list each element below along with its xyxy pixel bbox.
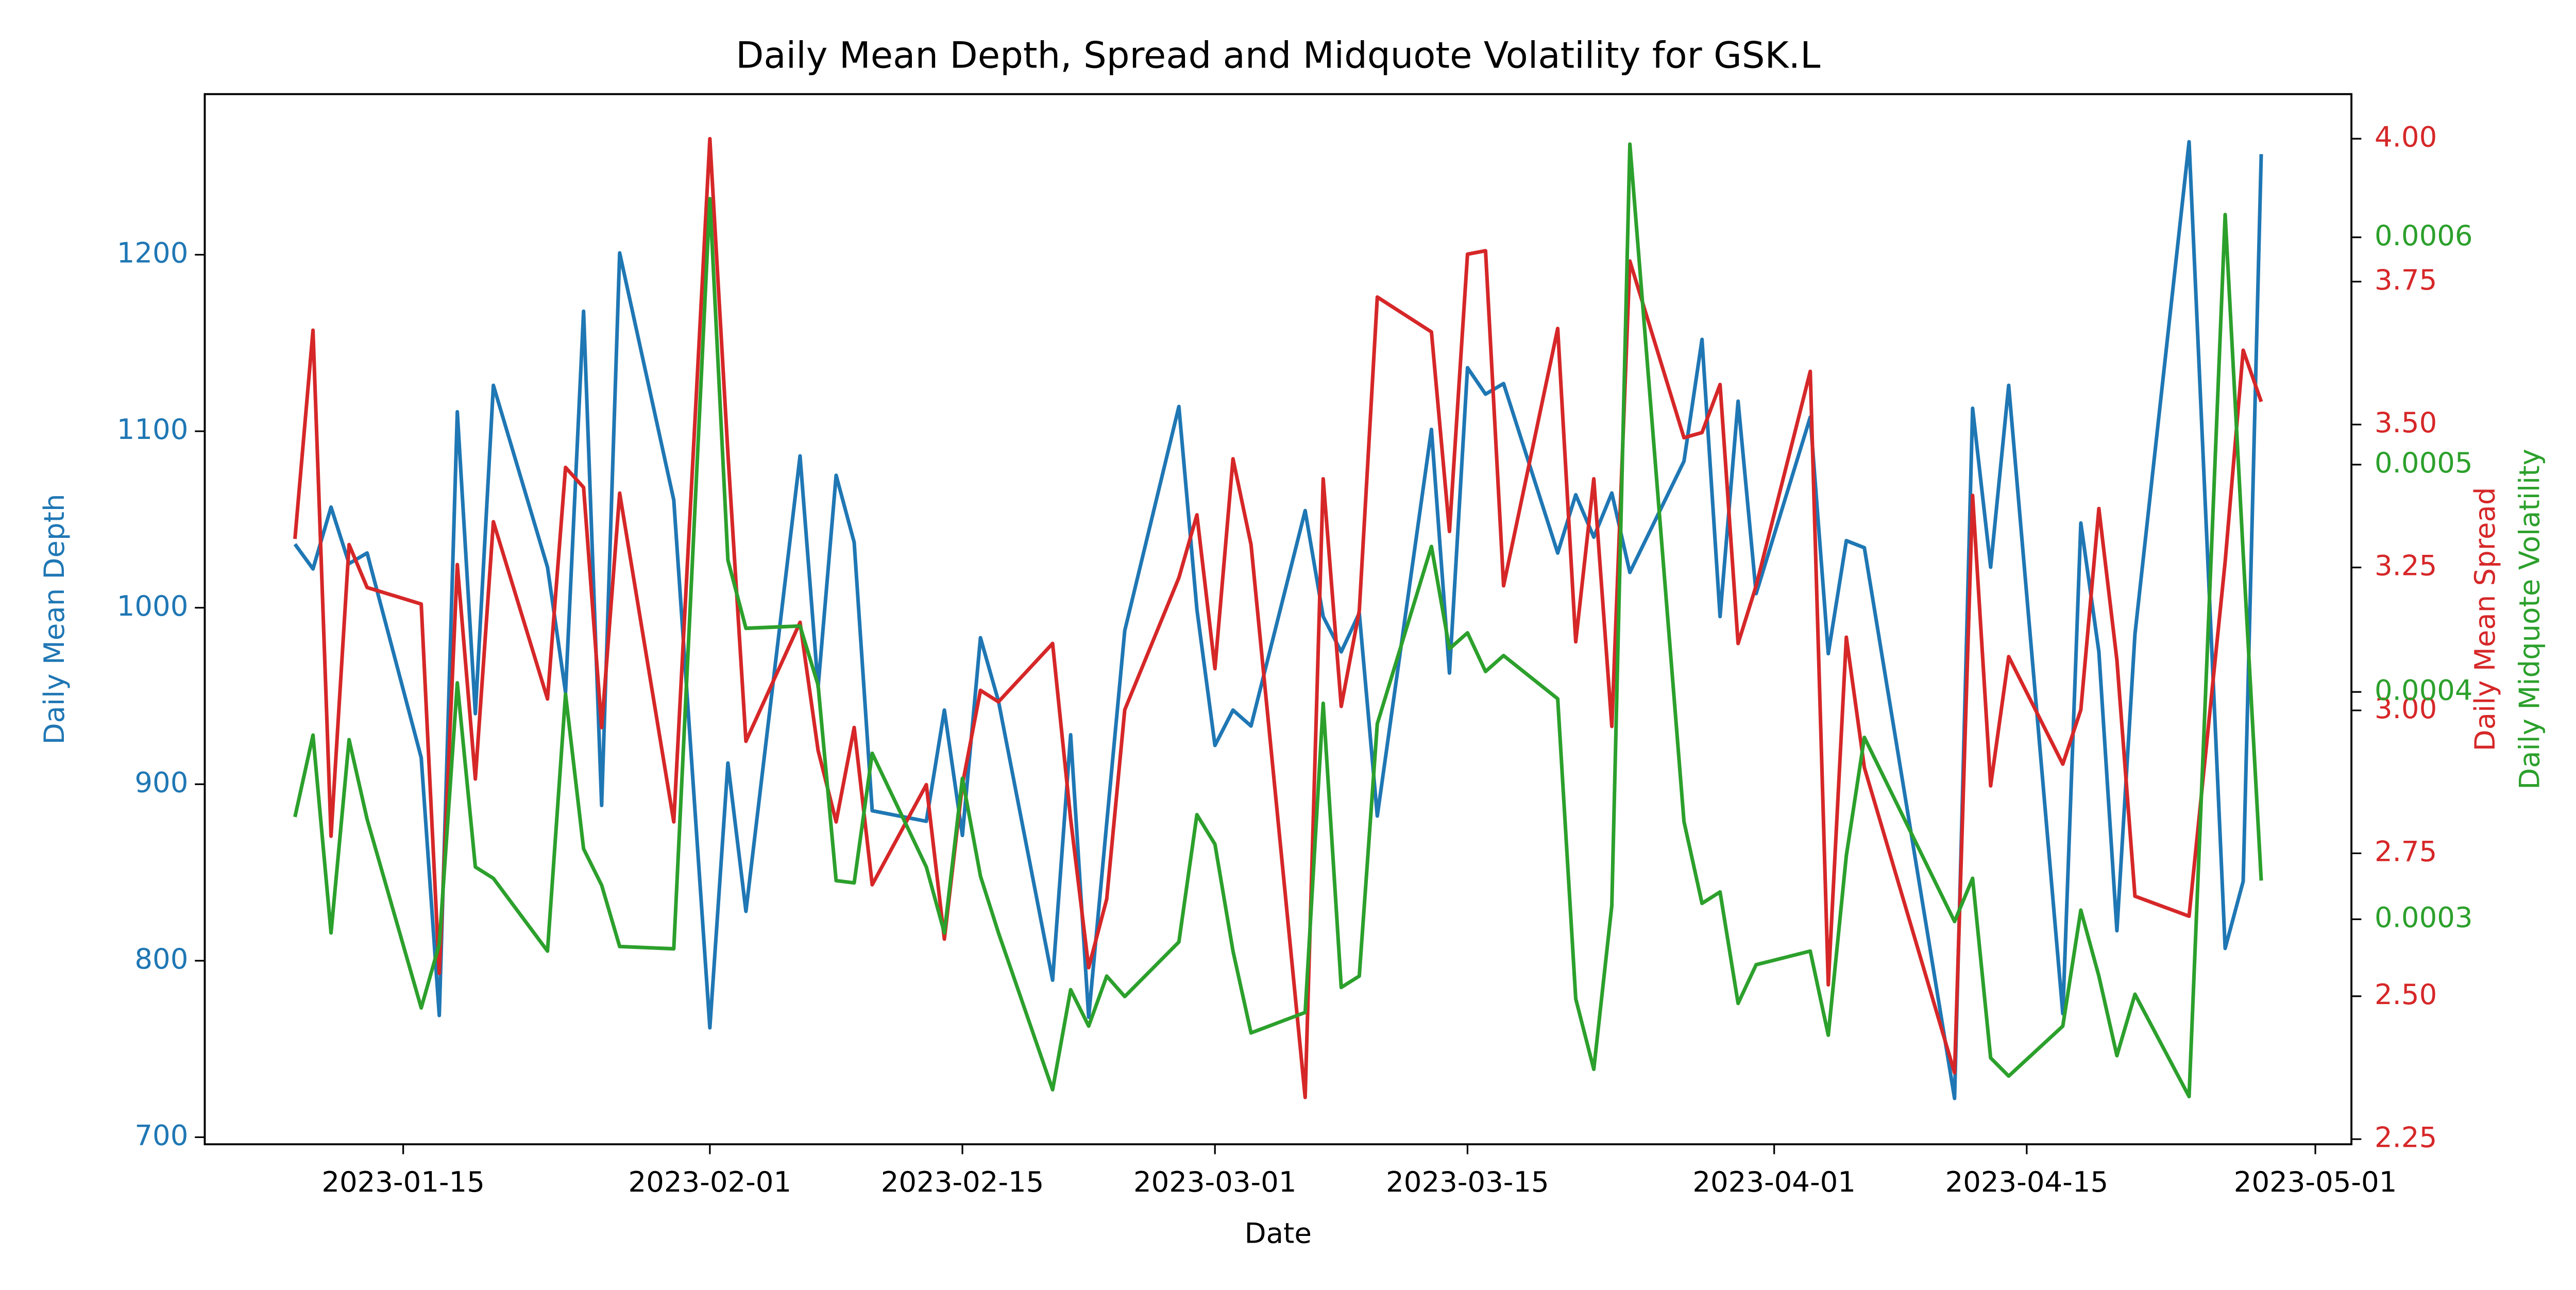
x-axis-label: Date [1245,1217,1312,1250]
y2-tick-label: 4.00 [2375,120,2437,153]
y-tick-label: 700 [134,1119,188,1152]
y-tick-label: 1200 [117,236,189,269]
x-tick-label: 2023-03-15 [1386,1165,1549,1198]
x-tick-label: 2023-04-15 [1945,1165,2109,1198]
y3-tick-label: 0.0004 [2375,673,2473,706]
y-tick-label: 800 [134,942,188,975]
y-axis-label: Daily Mean Depth [38,494,71,745]
y2-tick-label: 3.50 [2375,406,2437,439]
y-tick-label: 1100 [117,413,189,446]
series-line [293,142,2263,1099]
x-tick-label: 2023-04-01 [1692,1165,1856,1198]
y2-tick-label: 3.75 [2375,263,2437,296]
chart-title: Daily Mean Depth, Spread and Midquote Vo… [736,35,1820,77]
y2-tick-label: 3.00 [2375,692,2437,725]
y2-tick-label: 2.50 [2375,978,2437,1011]
y2-axis-label: Daily Mean Spread [2468,487,2501,752]
y3-axis-label: Daily Midquote Volatility [2513,449,2546,790]
y2-tick-label: 2.75 [2375,835,2437,868]
plot-frame [204,93,2353,1146]
series-line [293,137,2263,1099]
y3-tick-label: 0.0006 [2375,219,2473,252]
x-tick-label: 2023-01-15 [321,1165,485,1198]
x-tick-label: 2023-03-01 [1133,1165,1297,1198]
y3-tick-label: 0.0005 [2375,446,2473,479]
x-tick-label: 2023-02-15 [881,1165,1044,1198]
y-tick-label: 1000 [117,589,189,622]
series-line [293,140,2263,1100]
y2-tick-label: 2.25 [2375,1121,2437,1153]
y3-tick-label: 0.0003 [2375,901,2473,933]
y2-tick-label: 3.25 [2375,549,2437,582]
y-tick-label: 900 [134,766,188,799]
x-tick-label: 2023-02-01 [629,1165,792,1198]
x-tick-label: 2023-05-01 [2234,1165,2397,1198]
